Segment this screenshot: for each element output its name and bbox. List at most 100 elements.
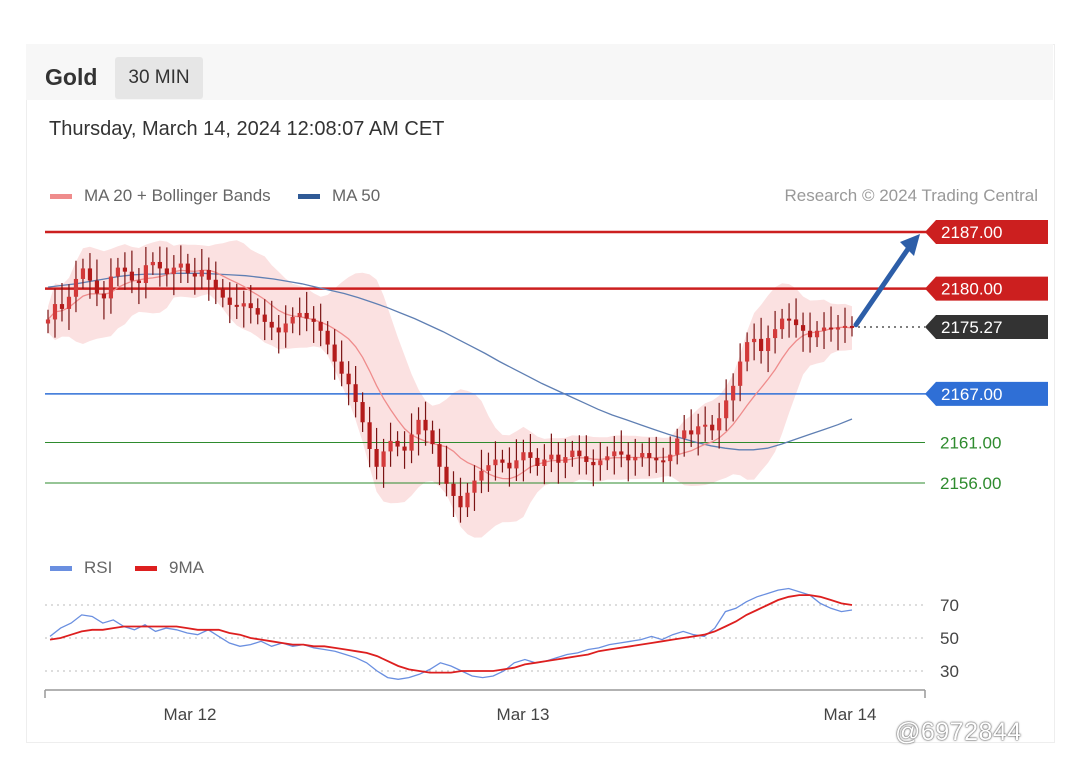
candle-body (395, 440, 400, 447)
candle-body (563, 457, 568, 463)
candle-body (738, 361, 743, 386)
candle (80, 258, 86, 289)
candle-body (430, 430, 435, 445)
candle (500, 449, 505, 473)
candle (290, 307, 295, 334)
candle (835, 314, 841, 351)
ma20-line (47, 269, 853, 480)
candle-body (416, 419, 421, 435)
candle-body (332, 344, 337, 362)
price-level-badge (925, 314, 1048, 339)
candle (318, 303, 323, 347)
candle (682, 414, 687, 457)
candle-body (52, 304, 58, 320)
rsi-level-label: 30 (940, 662, 959, 681)
candle-body (164, 268, 169, 275)
candle-body (814, 330, 820, 338)
candle-body (479, 470, 484, 481)
candle (199, 249, 204, 290)
candle (675, 428, 680, 465)
candle-body (605, 456, 610, 461)
candle-body (682, 430, 687, 439)
candle (423, 401, 428, 446)
candle (241, 290, 246, 328)
legend-swatch-9ma (135, 565, 157, 571)
candle-body (262, 314, 267, 322)
candle (807, 312, 813, 353)
candle (227, 282, 232, 324)
candle-body (150, 261, 155, 266)
candle-body (759, 338, 764, 352)
candle-body (654, 457, 659, 461)
candle (633, 438, 638, 476)
legend-ma20-bollinger: MA 20 + Bollinger Bands (50, 186, 271, 206)
candle-body (178, 263, 183, 268)
candle (178, 245, 183, 284)
candle (689, 409, 694, 447)
candle (759, 317, 764, 364)
candle (779, 308, 785, 339)
candle (59, 283, 65, 322)
candle-body (731, 385, 736, 401)
candle-body (807, 330, 813, 338)
candle-body (717, 418, 722, 431)
candle-body (220, 288, 225, 298)
candle-body (842, 325, 848, 328)
candle (255, 298, 260, 325)
candle (213, 261, 218, 305)
candle (472, 465, 477, 511)
candle-body (556, 454, 561, 463)
candle (738, 343, 743, 402)
candle (458, 477, 463, 523)
candle-body (227, 297, 232, 305)
candle (640, 443, 645, 467)
candle-body (696, 426, 701, 435)
candle-body (528, 452, 533, 458)
legend-swatch-ma50 (298, 193, 320, 199)
legend-9ma: 9MA (135, 558, 204, 578)
timeframe-button[interactable]: 30 MIN (115, 57, 203, 99)
candle (381, 438, 386, 488)
candle-body (206, 270, 211, 280)
price-level-label: 2175.27 (941, 318, 1002, 337)
candle (157, 246, 162, 287)
candle (388, 422, 393, 467)
candle-body (276, 327, 281, 333)
candle (668, 436, 673, 477)
candle (402, 431, 407, 469)
candle-body (584, 456, 589, 462)
candle (164, 247, 169, 287)
candle (66, 284, 72, 330)
candle-body (598, 460, 603, 466)
candle-body (668, 454, 673, 462)
candle-body (570, 450, 575, 458)
candle-body (444, 466, 449, 484)
candle (584, 435, 589, 475)
candle (444, 445, 449, 497)
candle-body (325, 330, 330, 345)
legend-label-rsi: RSI (84, 558, 113, 577)
candle-body (703, 424, 708, 427)
x-tick-label: Mar 13 (497, 705, 550, 724)
candle (171, 255, 176, 296)
candle-body (828, 327, 834, 330)
candle-body (87, 268, 93, 281)
candle (185, 253, 190, 284)
candle-body (500, 459, 505, 463)
candle (220, 278, 225, 308)
candle (710, 414, 715, 441)
candle-body (710, 424, 715, 431)
candle (122, 252, 128, 290)
candle-body (472, 480, 477, 493)
candle (842, 307, 848, 343)
candle (360, 392, 365, 432)
candle (367, 406, 372, 468)
candle (598, 442, 603, 481)
legend-ma50: MA 50 (298, 186, 380, 206)
candle (346, 361, 351, 406)
candle (192, 257, 197, 295)
candle-body (192, 273, 197, 277)
candle-body (591, 461, 596, 466)
watermark: @6972844 (895, 718, 1022, 746)
